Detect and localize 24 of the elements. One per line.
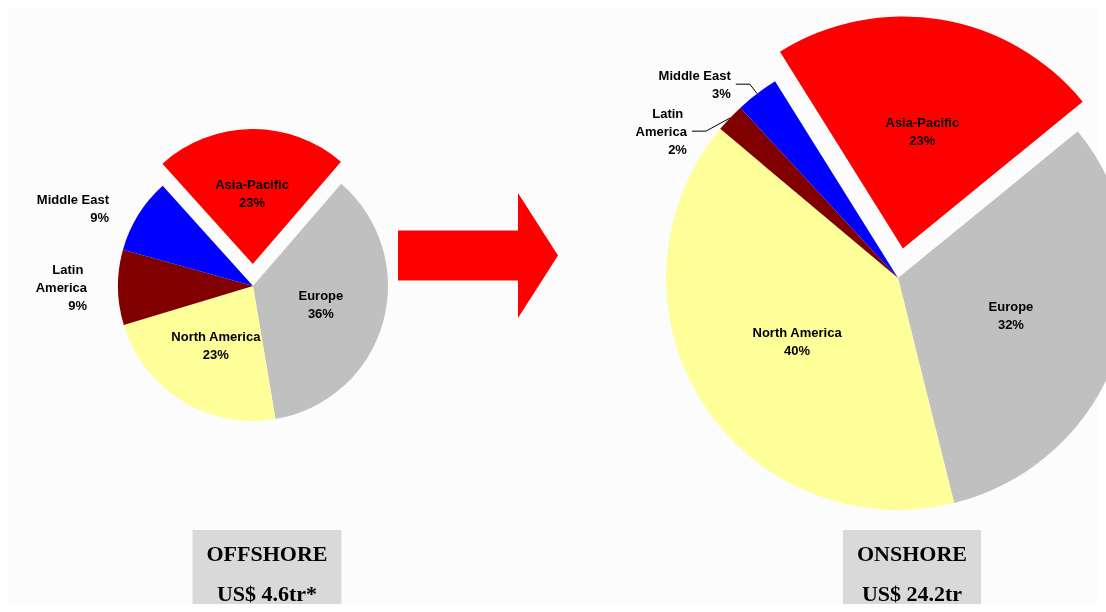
slice-label: Asia-Pacific	[885, 114, 960, 130]
slice-label: North America	[752, 324, 843, 340]
slice-label: Europe	[988, 299, 1034, 315]
slice-label: Middle East	[36, 192, 110, 208]
data-label: 9%	[90, 210, 110, 226]
text: US$ 4.6tr*	[216, 580, 318, 606]
text: ONSHORE	[856, 540, 968, 566]
slice-label: North America	[171, 329, 262, 345]
data-label: 23%	[239, 195, 266, 211]
data-label: 32%	[997, 317, 1025, 333]
data-label: 23%	[909, 132, 936, 148]
data-label: 2%	[668, 141, 688, 157]
data-label: 40%	[784, 342, 811, 358]
data-label: 9%	[68, 298, 88, 314]
data-label: 23%	[202, 347, 230, 363]
slice-label: Latin America	[35, 262, 88, 296]
slice-label: Middle East	[658, 67, 732, 83]
slice-label: Asia-Pacific	[215, 177, 289, 193]
data-label: 3%	[712, 85, 732, 101]
slice-label: Europe	[298, 288, 344, 304]
text: OFFSHORE	[206, 540, 328, 566]
text: US$ 24.2tr	[861, 580, 963, 606]
slice-label: Latin America	[635, 105, 688, 139]
data-label: 36%	[307, 306, 335, 322]
